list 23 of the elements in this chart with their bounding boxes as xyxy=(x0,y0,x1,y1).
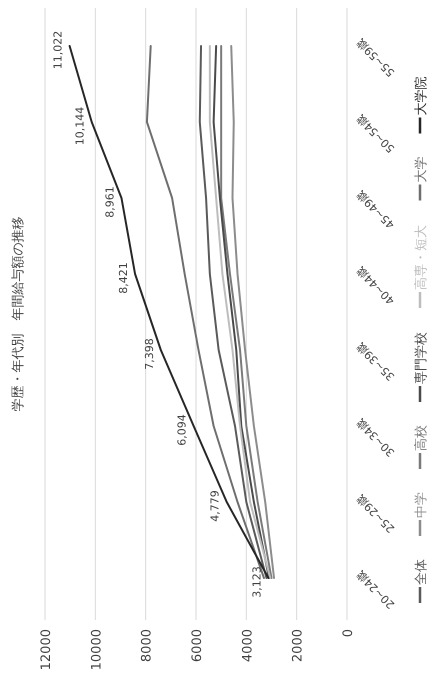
text: 全体 xyxy=(414,559,429,585)
x-tick-label: 0 xyxy=(341,629,356,638)
data-label: 6,094 xyxy=(176,414,189,446)
x-tick-label: 2000 xyxy=(290,629,306,662)
text: 大学 xyxy=(414,156,429,182)
text: 高専・短大 xyxy=(413,225,429,290)
data-label: 4,779 xyxy=(208,490,222,522)
x-tick-label: 12000 xyxy=(39,629,54,670)
text: 高校 xyxy=(413,425,429,451)
text: 中学 xyxy=(414,492,429,518)
x-tick-label: 8000 xyxy=(140,629,155,662)
data-label: 8,961 xyxy=(103,186,116,218)
x-tick-label: 4000 xyxy=(240,629,256,662)
data-label: 11,022 xyxy=(52,30,65,70)
x-tick-label: 6000 xyxy=(190,629,205,662)
data-label: 3,123 xyxy=(250,566,264,598)
text: 大学院 xyxy=(414,76,429,116)
data-label: 10,144 xyxy=(74,106,87,146)
text: 学歴・年代別 年間給与額の推移 xyxy=(11,216,26,412)
x-tick-label: 10000 xyxy=(89,629,104,670)
data-label: 7,398 xyxy=(142,338,156,370)
text: 専門学校 xyxy=(414,332,429,384)
data-label: 8,421 xyxy=(117,262,130,294)
